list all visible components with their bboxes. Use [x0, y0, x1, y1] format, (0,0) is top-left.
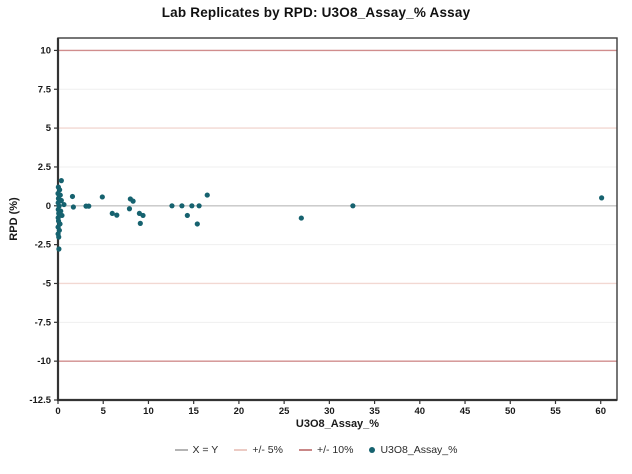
legend-item-plus-minus-10: +/- 10% — [298, 444, 354, 456]
y-axis-label: RPD (%) — [8, 197, 20, 241]
svg-text:-2.5: -2.5 — [35, 240, 52, 251]
svg-text:5: 5 — [46, 123, 52, 134]
svg-text:7.5: 7.5 — [38, 84, 52, 95]
svg-text:2.5: 2.5 — [38, 162, 52, 173]
svg-text:40: 40 — [415, 406, 426, 417]
svg-text:-5: -5 — [43, 278, 52, 289]
chart-title: Lab Replicates by RPD: U3O8_Assay_% Assa… — [161, 5, 471, 20]
svg-text:45: 45 — [460, 406, 471, 417]
legend-label: U3O8_Assay_% — [380, 444, 458, 456]
legend-label: X = Y — [192, 444, 219, 456]
svg-text:15: 15 — [188, 406, 199, 417]
legend-item-plus-minus-5: +/- 5% — [234, 444, 283, 456]
svg-text:60: 60 — [595, 406, 606, 417]
svg-text:10: 10 — [40, 45, 51, 56]
svg-text:10: 10 — [143, 406, 154, 417]
svg-text:50: 50 — [505, 406, 516, 417]
plus-minus-10-line-swatch — [298, 449, 312, 451]
x-axis-label: U3O8_Assay_% — [295, 418, 380, 430]
svg-text:0: 0 — [55, 406, 60, 417]
svg-text:-12.5: -12.5 — [29, 395, 51, 406]
series-dot-swatch — [369, 447, 376, 453]
svg-text:55: 55 — [550, 406, 561, 417]
legend-label: +/- 10% — [316, 444, 354, 456]
legend-item-x-equals-y: X = Y — [174, 444, 219, 456]
legend: X = Y +/- 5% +/- 10% U3O8_Assay_% — [0, 444, 632, 456]
svg-text:5: 5 — [101, 406, 107, 417]
svg-text:20: 20 — [234, 406, 245, 417]
svg-text:35: 35 — [369, 406, 380, 417]
plus-minus-5-line-swatch — [234, 449, 248, 451]
legend-label: +/- 5% — [252, 444, 283, 456]
svg-text:25: 25 — [279, 406, 290, 417]
svg-text:30: 30 — [324, 406, 335, 417]
x-equals-y-line-swatch — [174, 449, 188, 451]
legend-item-series: U3O8_Assay_% — [369, 444, 457, 456]
svg-text:-7.5: -7.5 — [35, 317, 52, 328]
svg-text:-10: -10 — [37, 356, 51, 367]
svg-text:0: 0 — [46, 201, 51, 212]
